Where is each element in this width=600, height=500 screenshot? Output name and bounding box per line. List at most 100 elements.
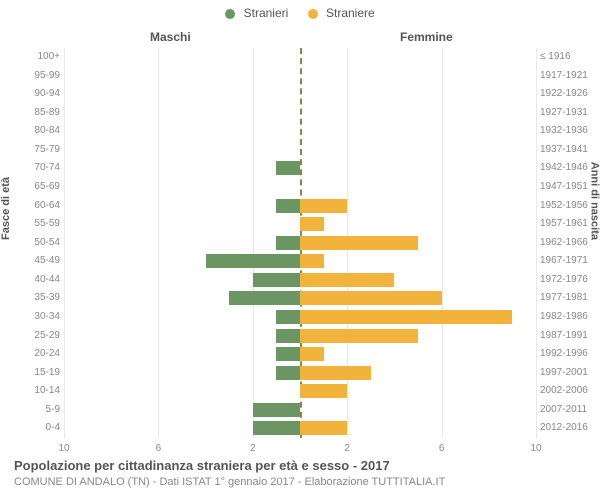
- bar-female: [300, 217, 324, 231]
- age-label: 100+: [16, 51, 60, 62]
- age-label: 35-39: [16, 292, 60, 303]
- footer-title: Popolazione per cittadinanza straniera p…: [14, 458, 390, 473]
- x-tick-label: 10: [58, 443, 69, 454]
- age-row: 15-191997-2001: [64, 364, 536, 383]
- bar-male: [276, 161, 300, 175]
- legend-swatch-female: [308, 9, 318, 19]
- x-tick-label: 2: [344, 443, 350, 454]
- birth-year-label: 2012-2016: [540, 422, 592, 433]
- birth-year-label: 1957-1961: [540, 218, 592, 229]
- bar-male: [276, 366, 300, 380]
- bar-female: [300, 347, 324, 361]
- grid-line: [536, 48, 537, 438]
- age-label: 95-99: [16, 70, 60, 81]
- age-row: 80-841932-1936: [64, 122, 536, 141]
- age-row: 40-441972-1976: [64, 271, 536, 290]
- bar-female: [300, 421, 347, 435]
- bar-female: [300, 236, 418, 250]
- birth-year-label: 1962-1966: [540, 237, 592, 248]
- age-row: 100+≤ 1916: [64, 48, 536, 67]
- column-title-left: Maschi: [150, 30, 191, 44]
- birth-year-label: 1992-1996: [540, 348, 592, 359]
- x-tick-label: 2: [250, 443, 256, 454]
- age-row: 5-92007-2011: [64, 401, 536, 420]
- plot-area: 100+≤ 191695-991917-192190-941922-192685…: [64, 48, 536, 438]
- legend-item-female: Straniere: [308, 6, 375, 20]
- age-label: 45-49: [16, 255, 60, 266]
- birth-year-label: 1927-1931: [540, 107, 592, 118]
- birth-year-label: 1977-1981: [540, 292, 592, 303]
- birth-year-label: 1997-2001: [540, 367, 592, 378]
- bar-female: [300, 199, 347, 213]
- age-label: 55-59: [16, 218, 60, 229]
- age-label: 10-14: [16, 385, 60, 396]
- age-row: 35-391977-1981: [64, 289, 536, 308]
- birth-year-label: 2002-2006: [540, 385, 592, 396]
- footer-subtitle: COMUNE DI ANDALO (TN) - Dati ISTAT 1° ge…: [14, 476, 445, 488]
- age-label: 25-29: [16, 330, 60, 341]
- age-row: 75-791937-1941: [64, 141, 536, 160]
- age-label: 40-44: [16, 274, 60, 285]
- birth-year-label: 1972-1976: [540, 274, 592, 285]
- legend-item-male: Stranieri: [225, 6, 288, 20]
- bar-male: [276, 329, 300, 343]
- age-row: 50-541962-1966: [64, 234, 536, 253]
- bar-male: [276, 347, 300, 361]
- chart-container: Stranieri Straniere Maschi Femmine Fasce…: [0, 0, 600, 500]
- bar-female: [300, 366, 371, 380]
- birth-year-label: ≤ 1916: [540, 51, 592, 62]
- legend: Stranieri Straniere: [0, 6, 600, 20]
- age-label: 70-74: [16, 162, 60, 173]
- bar-male: [253, 403, 300, 417]
- birth-year-label: 2007-2011: [540, 404, 592, 415]
- age-row: 20-241992-1996: [64, 345, 536, 364]
- bar-male: [276, 236, 300, 250]
- bar-male: [253, 273, 300, 287]
- column-title-right: Femmine: [400, 30, 453, 44]
- birth-year-label: 1982-1986: [540, 311, 592, 322]
- bar-male: [206, 254, 300, 268]
- age-label: 75-79: [16, 144, 60, 155]
- birth-year-label: 1937-1941: [540, 144, 592, 155]
- age-label: 90-94: [16, 88, 60, 99]
- bar-male: [276, 199, 300, 213]
- age-row: 45-491967-1971: [64, 252, 536, 271]
- x-tick-label: 6: [156, 443, 162, 454]
- age-row: 95-991917-1921: [64, 67, 536, 86]
- bar-female: [300, 273, 394, 287]
- age-label: 15-19: [16, 367, 60, 378]
- age-row: 85-891927-1931: [64, 104, 536, 123]
- legend-label-female: Straniere: [326, 6, 375, 20]
- bar-female: [300, 329, 418, 343]
- birth-year-label: 1967-1971: [540, 255, 592, 266]
- age-row: 0-42012-2016: [64, 419, 536, 438]
- age-row: 65-691947-1951: [64, 178, 536, 197]
- birth-year-label: 1952-1956: [540, 200, 592, 211]
- birth-year-label: 1942-1946: [540, 162, 592, 173]
- birth-year-label: 1947-1951: [540, 181, 592, 192]
- bar-female: [300, 384, 347, 398]
- age-label: 20-24: [16, 348, 60, 359]
- age-label: 5-9: [16, 404, 60, 415]
- age-row: 25-291987-1991: [64, 327, 536, 346]
- age-label: 60-64: [16, 200, 60, 211]
- y-axis-left-title: Fasce di età: [0, 177, 12, 240]
- age-label: 65-69: [16, 181, 60, 192]
- age-label: 50-54: [16, 237, 60, 248]
- birth-year-label: 1987-1991: [540, 330, 592, 341]
- bar-female: [300, 254, 324, 268]
- age-row: 30-341982-1986: [64, 308, 536, 327]
- age-label: 0-4: [16, 422, 60, 433]
- bar-male: [276, 310, 300, 324]
- birth-year-label: 1917-1921: [540, 70, 592, 81]
- age-label: 30-34: [16, 311, 60, 322]
- age-row: 55-591957-1961: [64, 215, 536, 234]
- birth-year-label: 1932-1936: [540, 125, 592, 136]
- bar-female: [300, 310, 512, 324]
- age-label: 80-84: [16, 125, 60, 136]
- birth-year-label: 1922-1926: [540, 88, 592, 99]
- age-row: 90-941922-1926: [64, 85, 536, 104]
- legend-swatch-male: [225, 9, 235, 19]
- age-row: 60-641952-1956: [64, 197, 536, 216]
- age-label: 85-89: [16, 107, 60, 118]
